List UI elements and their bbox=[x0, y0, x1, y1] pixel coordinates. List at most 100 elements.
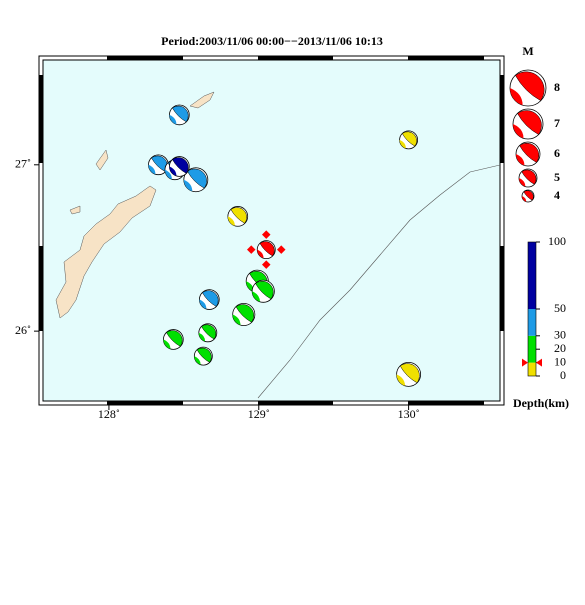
frame-bar bbox=[258, 401, 333, 405]
ball-fill bbox=[521, 169, 537, 185]
land bbox=[69, 205, 81, 215]
ball-fill bbox=[187, 168, 207, 189]
ball-fill bbox=[519, 178, 526, 187]
main-marker bbox=[262, 260, 271, 269]
ball-fill bbox=[516, 154, 525, 166]
depth-marker bbox=[522, 358, 542, 367]
ball-fill bbox=[183, 179, 193, 192]
ball-fill bbox=[517, 110, 542, 135]
frame-bar bbox=[500, 75, 504, 163]
frame-bar bbox=[408, 56, 484, 60]
ball-fill bbox=[201, 324, 217, 340]
focal-mechanism bbox=[169, 104, 190, 126]
ball-fill bbox=[166, 330, 183, 347]
ball-fill bbox=[401, 131, 417, 147]
ball-fill bbox=[227, 216, 235, 226]
ball-fill bbox=[199, 299, 207, 309]
ball-fill bbox=[522, 196, 527, 202]
frame-bar bbox=[408, 401, 484, 405]
focal-mechanism bbox=[169, 156, 190, 177]
frame-bar bbox=[107, 401, 183, 405]
focal-mechanism bbox=[251, 279, 275, 303]
land bbox=[55, 185, 157, 319]
mag-legend-ball bbox=[512, 108, 544, 140]
ball-fill bbox=[202, 290, 219, 307]
ball-fill bbox=[169, 166, 177, 176]
ball-fill bbox=[396, 374, 405, 386]
mag-legend-label: 8 bbox=[554, 80, 560, 94]
mag-legend-label: 7 bbox=[554, 116, 560, 130]
colorbar-segment bbox=[528, 242, 536, 309]
colorbar-label: Depth(km) bbox=[513, 396, 569, 410]
y-tick-label: 26˚ bbox=[15, 323, 31, 337]
land bbox=[189, 91, 215, 109]
colorbar-tick-label: 10 bbox=[554, 354, 566, 368]
ball-fill bbox=[198, 332, 206, 342]
mag-legend-label: 6 bbox=[554, 146, 560, 160]
frame-bar bbox=[500, 246, 504, 331]
focal-mechanism bbox=[232, 303, 256, 327]
main-event bbox=[256, 240, 276, 260]
main-marker bbox=[277, 245, 286, 254]
focal-mechanism bbox=[148, 154, 169, 176]
ball-fill bbox=[169, 114, 177, 125]
frame-bar bbox=[107, 56, 183, 60]
x-tick-label: 130˚ bbox=[398, 407, 420, 421]
colorbar-tick-label: 0 bbox=[560, 368, 566, 382]
colorbar-tick-label: 20 bbox=[554, 341, 566, 355]
ball-fill bbox=[257, 249, 264, 259]
ball-fill bbox=[513, 124, 524, 139]
ball-fill bbox=[232, 314, 241, 326]
colorbar-tick-label: 30 bbox=[554, 328, 566, 342]
colorbar-segment bbox=[528, 362, 536, 376]
ball-fill bbox=[255, 281, 274, 300]
land bbox=[95, 149, 109, 171]
focal-mechanism bbox=[199, 289, 220, 310]
mag-legend-ball bbox=[518, 168, 538, 188]
x-tick-label: 129˚ bbox=[248, 407, 270, 421]
ball-fill bbox=[148, 164, 156, 175]
ball-fill bbox=[259, 241, 275, 257]
ball-fill bbox=[399, 139, 406, 149]
x-tick-label: 128˚ bbox=[98, 407, 120, 421]
frame-bar bbox=[39, 246, 43, 331]
y-tick-label: 27˚ bbox=[15, 157, 31, 171]
colorbar-segment bbox=[528, 335, 536, 363]
title: Period:2003/11/06 00:00−−2013/11/06 10:1… bbox=[161, 34, 383, 48]
ball-fill bbox=[510, 88, 523, 106]
frame-bar bbox=[258, 56, 333, 60]
ball-fill bbox=[172, 105, 189, 123]
ball-fill bbox=[235, 304, 254, 323]
mag-legend-ball bbox=[521, 189, 535, 203]
focal-mechanism bbox=[227, 206, 249, 227]
trench bbox=[257, 164, 501, 399]
focal-mechanism bbox=[396, 361, 422, 387]
ball-fill bbox=[164, 169, 172, 180]
ball-fill bbox=[172, 157, 189, 174]
mag-legend-label: 5 bbox=[554, 170, 560, 184]
main-marker bbox=[247, 245, 256, 254]
mag-legend-label: 4 bbox=[554, 188, 560, 202]
frame-bar bbox=[39, 75, 43, 163]
ball-fill bbox=[515, 71, 545, 101]
ball-fill bbox=[399, 363, 420, 384]
mag-legend-title: M bbox=[522, 44, 533, 58]
colorbar-tick-label: 50 bbox=[554, 301, 566, 315]
ball-fill bbox=[230, 207, 247, 224]
focal-mechanism bbox=[399, 130, 419, 150]
focal-mechanism bbox=[193, 346, 213, 366]
mag-legend-ball bbox=[515, 141, 541, 167]
ball-fill bbox=[194, 356, 201, 365]
focal-mechanism bbox=[198, 323, 218, 343]
mag-legend-ball bbox=[509, 69, 547, 107]
focal-mechanism bbox=[183, 167, 209, 193]
ball-fill bbox=[252, 291, 260, 302]
ball-fill bbox=[163, 339, 171, 349]
main-marker bbox=[262, 230, 271, 239]
ball-fill bbox=[519, 142, 540, 163]
ball-fill bbox=[196, 347, 212, 363]
colorbar-segment bbox=[528, 309, 536, 336]
focal-mechanism bbox=[163, 329, 184, 350]
colorbar-tick-label: 100 bbox=[548, 234, 566, 248]
